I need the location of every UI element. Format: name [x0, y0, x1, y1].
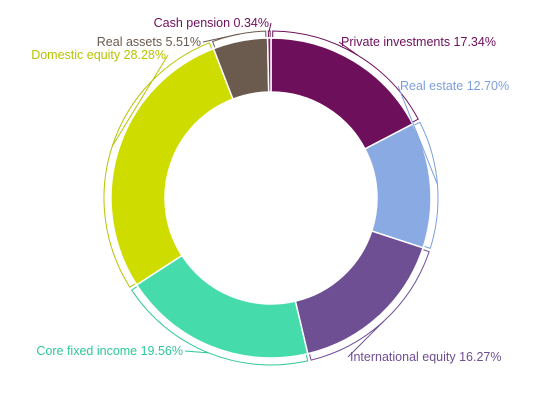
- label-connector-cash-pension: [268, 22, 272, 32]
- slice-international-equity[interactable]: [294, 230, 424, 355]
- slice-bracket-private-investments: [272, 30, 419, 123]
- slice-label-core-fixed-income: Core fixed income 19.56%: [36, 344, 183, 358]
- slice-label-cash-pension: Cash pension 0.34%: [154, 16, 269, 30]
- slice-label-private-investments: Private investments 17.34%: [341, 35, 496, 49]
- label-connector-international-equity: [347, 320, 385, 358]
- slice-bracket-cash-pension: [267, 30, 271, 38]
- label-connector-core-fixed-income: [184, 350, 209, 354]
- slice-label-real-assets: Real assets 5.51%: [97, 35, 201, 49]
- slice-core-fixed-income[interactable]: [135, 254, 309, 359]
- slice-label-international-equity: International equity 16.27%: [350, 350, 502, 364]
- slice-bracket-core-fixed-income: [130, 286, 309, 366]
- label-connector-private-investments: [338, 41, 358, 56]
- slice-label-real-estate: Real estate 12.70%: [400, 79, 509, 93]
- slice-domestic-equity[interactable]: [110, 47, 234, 286]
- label-connector-real-assets: [202, 33, 239, 43]
- label-connector-domestic-equity: [111, 54, 169, 147]
- label-connector-real-estate: [397, 85, 438, 185]
- slice-label-domestic-equity: Domestic equity 28.28%: [31, 48, 166, 62]
- labels-group: Private investments 17.34% Real estate 12…: [31, 16, 509, 366]
- slice-cash-pension[interactable]: [266, 37, 272, 93]
- slice-private-investments[interactable]: [270, 37, 414, 150]
- slices-group: [110, 37, 432, 359]
